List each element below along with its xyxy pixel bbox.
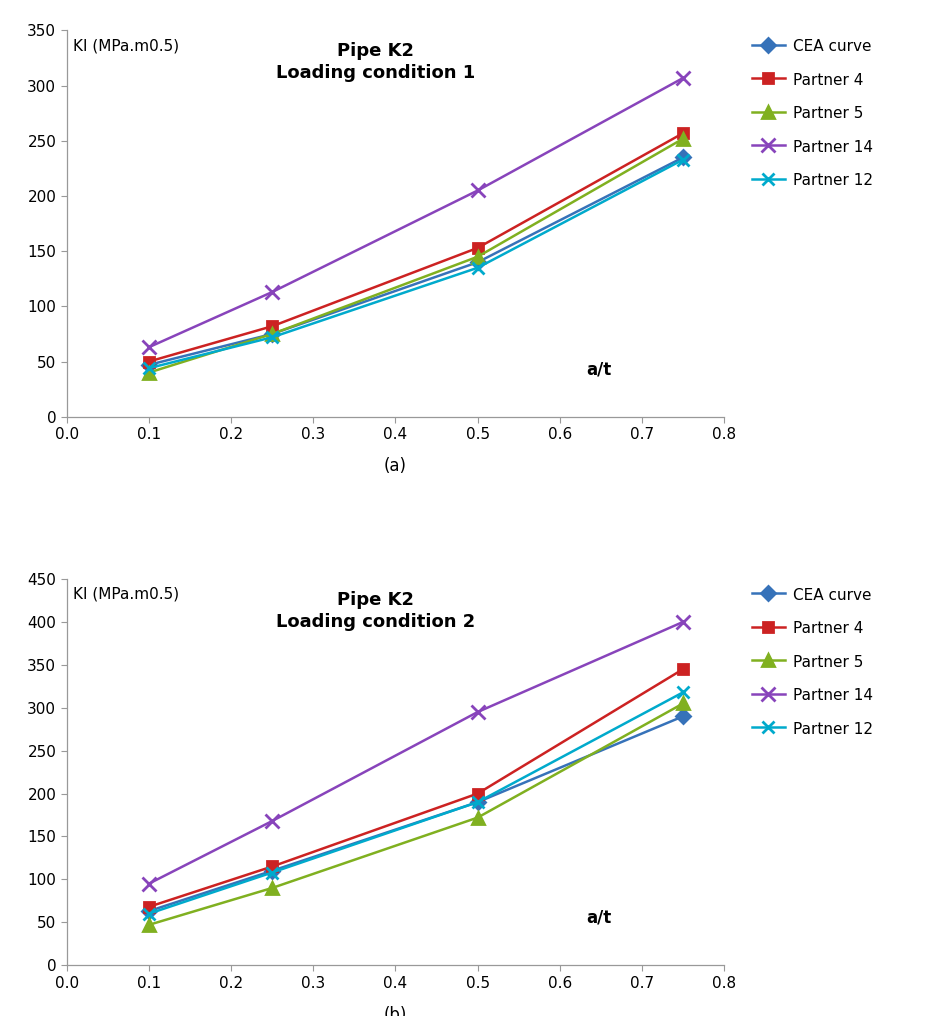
Line: Partner 5: Partner 5	[143, 698, 688, 931]
Text: a/t: a/t	[585, 908, 611, 927]
Partner 14	[143, 878, 154, 890]
Legend: CEA curve, Partner 4, Partner 5, Partner 14, Partner 12: CEA curve, Partner 4, Partner 5, Partner…	[751, 39, 872, 188]
CEA curve	[471, 256, 483, 268]
Partner 4	[143, 356, 154, 368]
Partner 5	[143, 367, 154, 379]
Line: Partner 5: Partner 5	[143, 133, 688, 378]
Legend: CEA curve, Partner 4, Partner 5, Partner 14, Partner 12: CEA curve, Partner 4, Partner 5, Partner…	[751, 586, 872, 737]
Partner 14	[677, 616, 688, 628]
Line: Partner 12: Partner 12	[143, 686, 688, 919]
Partner 12	[267, 867, 278, 879]
Partner 12	[267, 331, 278, 343]
CEA curve	[677, 151, 688, 164]
Partner 12	[143, 362, 154, 374]
Partner 4	[267, 320, 278, 332]
Partner 14	[143, 341, 154, 354]
CEA curve	[677, 710, 688, 722]
Partner 5	[267, 882, 278, 894]
Partner 4	[471, 242, 483, 254]
Partner 4	[267, 861, 278, 873]
Partner 4	[471, 787, 483, 800]
Partner 14	[471, 706, 483, 718]
CEA curve	[267, 865, 278, 877]
Partner 14	[267, 285, 278, 298]
Partner 4	[677, 127, 688, 139]
Partner 14	[677, 72, 688, 84]
Partner 12	[677, 153, 688, 166]
Line: Partner 4: Partner 4	[144, 128, 687, 367]
CEA curve	[471, 796, 483, 808]
CEA curve	[143, 359, 154, 371]
Partner 12	[471, 796, 483, 808]
Line: CEA curve: CEA curve	[144, 152, 687, 370]
Partner 5	[677, 697, 688, 709]
Partner 5	[471, 251, 483, 263]
Partner 12	[471, 262, 483, 274]
Line: Partner 4: Partner 4	[144, 664, 687, 911]
Partner 5	[471, 812, 483, 824]
Partner 5	[267, 328, 278, 340]
Partner 5	[677, 132, 688, 144]
Text: (b): (b)	[384, 1006, 407, 1016]
Text: Pipe K2
Loading condition 2: Pipe K2 Loading condition 2	[276, 590, 475, 631]
Line: CEA curve: CEA curve	[144, 711, 687, 916]
Partner 4	[677, 663, 688, 676]
Line: Partner 14: Partner 14	[142, 615, 689, 891]
Partner 12	[143, 907, 154, 919]
Line: Partner 12: Partner 12	[143, 153, 688, 375]
Partner 12	[677, 686, 688, 698]
Text: KI (MPa.m0.5): KI (MPa.m0.5)	[73, 586, 179, 601]
Text: a/t: a/t	[585, 360, 611, 378]
Text: (a): (a)	[384, 457, 407, 475]
Partner 4	[143, 901, 154, 913]
Text: KI (MPa.m0.5): KI (MPa.m0.5)	[73, 39, 179, 53]
CEA curve	[143, 905, 154, 917]
Text: Pipe K2
Loading condition 1: Pipe K2 Loading condition 1	[276, 42, 475, 82]
Partner 5	[143, 918, 154, 931]
Line: Partner 14: Partner 14	[142, 71, 689, 355]
Partner 14	[267, 815, 278, 827]
CEA curve	[267, 328, 278, 340]
Partner 14	[471, 184, 483, 196]
